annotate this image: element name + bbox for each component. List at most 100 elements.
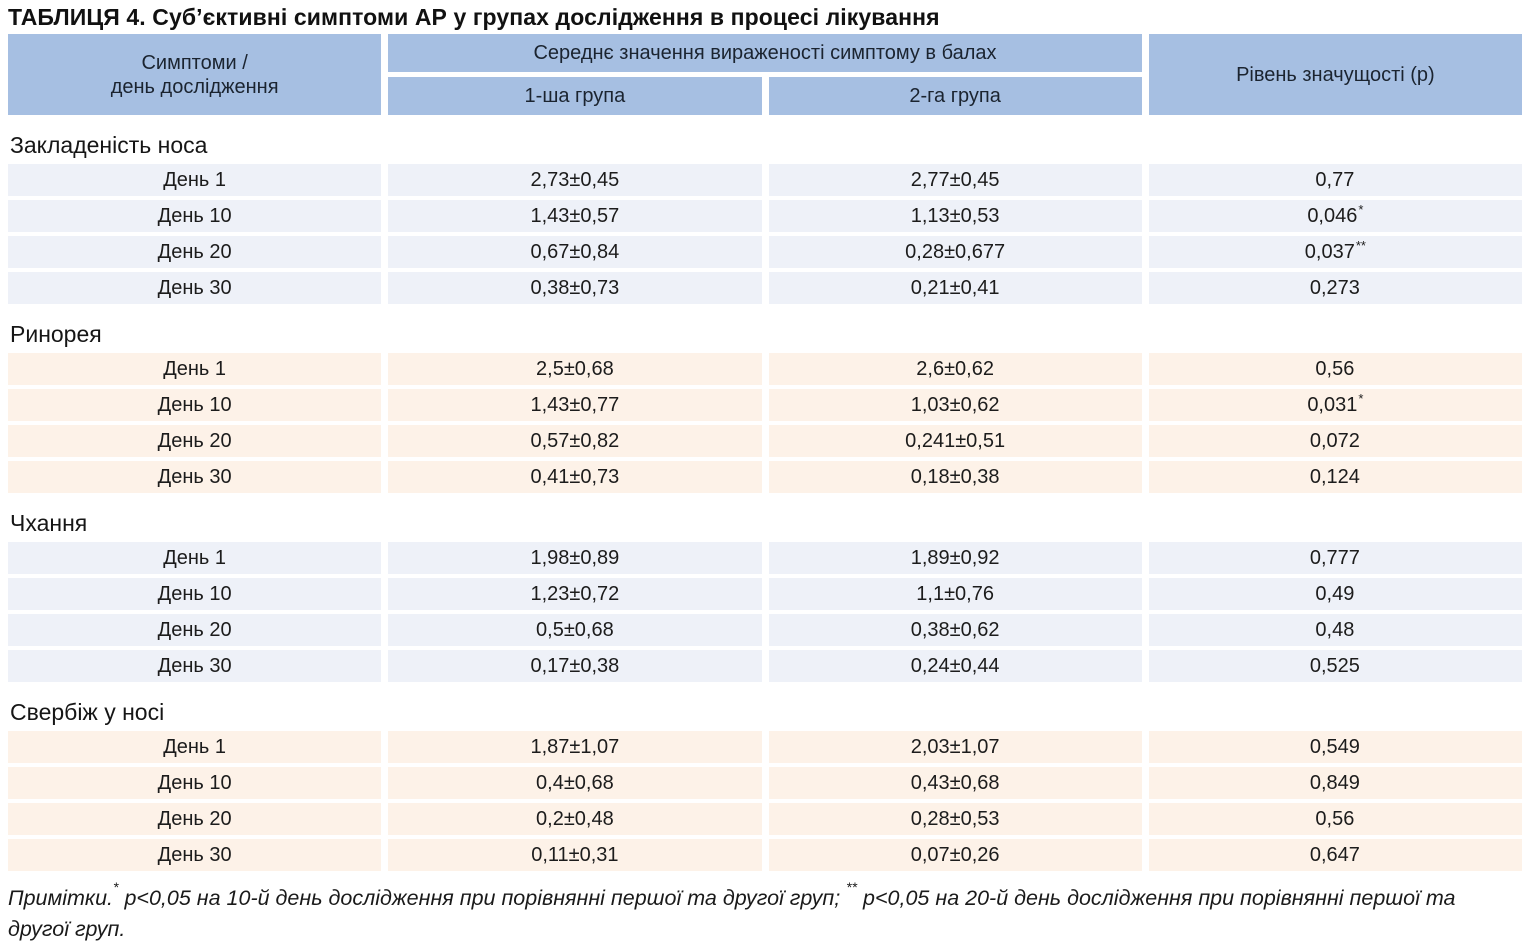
p-value-cell: 0,48 [1148, 614, 1522, 646]
p-value: 0,777 [1309, 546, 1360, 569]
group2-value-cell: 1,1±0,76 [768, 578, 1142, 610]
day-cell: День 10 [8, 200, 382, 232]
p-value-cell: 0,56 [1148, 803, 1522, 835]
day-cell: День 30 [8, 272, 382, 304]
p-value-cell: 0,525 [1148, 650, 1522, 682]
group2-value-cell: 1,89±0,92 [768, 542, 1142, 574]
p-value-cell: 0,031 * [1148, 389, 1522, 421]
group2-value-cell: 0,38±0,62 [768, 614, 1142, 646]
group1-value-cell: 0,5±0,68 [388, 614, 762, 646]
symptom-name: Чхання [10, 509, 88, 536]
p-value: 0,647 [1309, 843, 1360, 866]
group2-value-cell: 0,24±0,44 [768, 650, 1142, 682]
day-cell: День 20 [8, 803, 382, 835]
group1-value-cell: 0,4±0,68 [388, 767, 762, 799]
group1-value-cell: 0,67±0,84 [388, 236, 762, 268]
group1-value-cell: 1,98±0,89 [388, 542, 762, 574]
day-cell: День 10 [8, 578, 382, 610]
day-cell: День 20 [8, 425, 382, 457]
p-value-cell: 0,647 [1148, 839, 1522, 871]
group1-value-cell: 1,23±0,72 [388, 578, 762, 610]
table-row: День 20 0,67±0,84 0,28±0,677 0,037 ** [8, 236, 1522, 268]
symptom-section: Закладеність носа День 1 2,73±0,45 2,77±… [8, 126, 1522, 304]
note1-asterisk: * [113, 878, 119, 895]
day-cell: День 1 [8, 164, 382, 196]
p-value: 0,031 [1307, 393, 1358, 416]
group2-value-cell: 1,13±0,53 [768, 200, 1142, 232]
symptom-rows: День 1 2,5±0,68 2,6±0,62 0,56 День 10 1,… [8, 353, 1522, 493]
group2-value-cell: 2,6±0,62 [768, 353, 1142, 385]
group2-value-cell: 2,03±1,07 [768, 731, 1142, 763]
p-value: 0,037 [1304, 240, 1355, 263]
group1-value-cell: 0,57±0,82 [388, 425, 762, 457]
table-row: День 1 1,87±1,07 2,03±1,07 0,549 [8, 731, 1522, 763]
p-value-cell: 0,037 ** [1148, 236, 1522, 268]
symptom-section: Чхання День 1 1,98±0,89 1,89±0,92 0,777 … [8, 504, 1522, 682]
p-value: 0,072 [1309, 429, 1360, 452]
p-value: 0,48 [1315, 618, 1355, 641]
table-row: День 20 0,2±0,48 0,28±0,53 0,56 [8, 803, 1522, 835]
group2-value-cell: 0,28±0,677 [768, 236, 1142, 268]
group1-value-cell: 1,43±0,57 [388, 200, 762, 232]
day-cell: День 20 [8, 614, 382, 646]
day-cell: День 1 [8, 542, 382, 574]
p-value-cell: 0,072 [1148, 425, 1522, 457]
table-row: День 30 0,41±0,73 0,18±0,38 0,124 [8, 461, 1522, 493]
note1-text: p<0,05 на 10-й день дослідження при порі… [118, 886, 847, 910]
table-row: День 10 1,43±0,77 1,03±0,62 0,031 * [8, 389, 1522, 421]
p-value-cell: 0,56 [1148, 353, 1522, 385]
p-value: 0,56 [1315, 807, 1355, 830]
day-cell: День 30 [8, 461, 382, 493]
table-row: День 20 0,5±0,68 0,38±0,62 0,48 [8, 614, 1522, 646]
day-cell: День 30 [8, 839, 382, 871]
p-value-cell: 0,777 [1148, 542, 1522, 574]
table-row: День 30 0,17±0,38 0,24±0,44 0,525 [8, 650, 1522, 682]
p-value-cell: 0,49 [1148, 578, 1522, 610]
day-cell: День 20 [8, 236, 382, 268]
table-notes: Примітки.* p<0,05 на 10-й день досліджен… [8, 880, 1522, 945]
note2-asterisk: ** [846, 878, 858, 895]
group2-value-cell: 0,43±0,68 [768, 767, 1142, 799]
group2-value-cell: 0,28±0,53 [768, 803, 1142, 835]
p-value: 0,525 [1309, 654, 1360, 677]
day-cell: День 10 [8, 767, 382, 799]
p-value: 0,77 [1315, 168, 1355, 191]
header-group1: 1-ша група [388, 77, 762, 115]
p-value: 0,124 [1309, 465, 1360, 488]
group1-value-cell: 0,41±0,73 [388, 461, 762, 493]
p-value-cell: 0,046 * [1148, 200, 1522, 232]
header-significance: Рівень значущості (p) [1148, 34, 1522, 115]
group2-value-cell: 0,241±0,51 [768, 425, 1142, 457]
day-cell: День 10 [8, 389, 382, 421]
day-cell: День 1 [8, 731, 382, 763]
symptom-section: Ринорея День 1 2,5±0,68 2,6±0,62 0,56 Де… [8, 315, 1522, 493]
note2-text: p<0,05 на 20-й день дослідження при порі… [8, 886, 1456, 942]
p-value: 0,849 [1309, 771, 1360, 794]
symptom-name: Закладеність носа [10, 131, 208, 158]
table-row: День 1 2,73±0,45 2,77±0,45 0,77 [8, 164, 1522, 196]
group1-value-cell: 1,87±1,07 [388, 731, 762, 763]
table-row: День 1 1,98±0,89 1,89±0,92 0,777 [8, 542, 1522, 574]
table-row: День 10 1,23±0,72 1,1±0,76 0,49 [8, 578, 1522, 610]
symptom-name: Ринорея [10, 320, 102, 347]
symptom-rows: День 1 2,73±0,45 2,77±0,45 0,77 День 10 … [8, 164, 1522, 304]
day-cell: День 1 [8, 353, 382, 385]
group2-value-cell: 0,18±0,38 [768, 461, 1142, 493]
header-mean-value: Середнє значення вираженості симптому в … [388, 34, 1142, 72]
group2-value-cell: 1,03±0,62 [768, 389, 1142, 421]
p-value-cell: 0,849 [1148, 767, 1522, 799]
group1-value-cell: 0,11±0,31 [388, 839, 762, 871]
table-header: Симптоми / день дослідження Середнє знач… [8, 34, 1522, 115]
p-value: 0,56 [1315, 357, 1355, 380]
group1-value-cell: 0,17±0,38 [388, 650, 762, 682]
table-body: Закладеність носа День 1 2,73±0,45 2,77±… [8, 126, 1522, 871]
p-value-cell: 0,77 [1148, 164, 1522, 196]
table-row: День 30 0,38±0,73 0,21±0,41 0,273 [8, 272, 1522, 304]
table-row: День 10 1,43±0,57 1,13±0,53 0,046 * [8, 200, 1522, 232]
notes-label: Примітки. [8, 886, 114, 910]
group2-value-cell: 0,21±0,41 [768, 272, 1142, 304]
group1-value-cell: 2,73±0,45 [388, 164, 762, 196]
header-symptoms-line2: день дослідження [110, 75, 279, 98]
symptom-rows: День 1 1,98±0,89 1,89±0,92 0,777 День 10… [8, 542, 1522, 682]
